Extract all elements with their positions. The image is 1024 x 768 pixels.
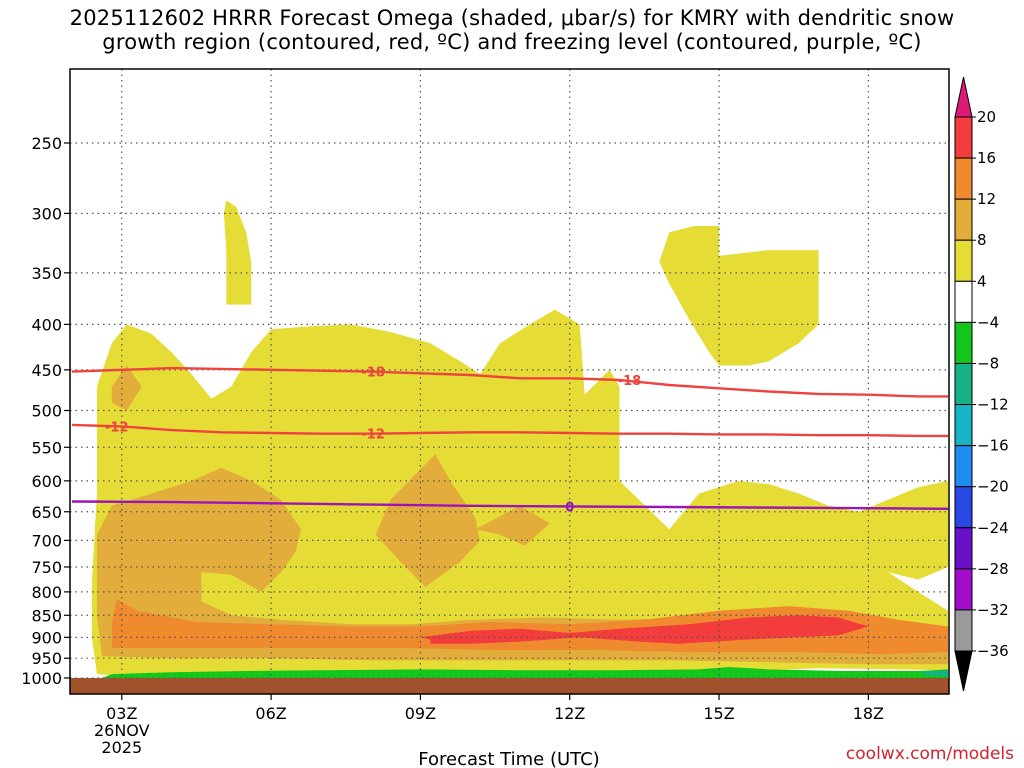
omega-region-11: [923, 670, 948, 677]
colorbar-bottom-triangle: [954, 650, 973, 692]
y-tick-label-700: 700: [31, 531, 62, 550]
colorbar-label-11: −28: [977, 560, 1009, 578]
x-tick-sublabel-0: 26NOV: [94, 721, 150, 740]
colorbar-segment-8: [954, 445, 973, 488]
colorbar-segment-11: [954, 568, 973, 611]
colorbar-top-triangle: [954, 76, 973, 118]
plot-frame: [69, 68, 950, 695]
colorbar-label-6: −8: [977, 354, 999, 372]
colorbar-segment-10: [954, 527, 973, 570]
contour-label-3: -12: [361, 428, 385, 443]
colorbar-label-13: −36: [977, 642, 1009, 660]
dendritic-contour--12: [71, 423, 948, 438]
colorbar-label-5: −4: [977, 313, 999, 331]
colorbar-label-0: 20: [977, 108, 996, 126]
omega-region-10: [101, 667, 948, 678]
dendritic-contour--18: [71, 366, 948, 398]
colorbar-label-2: 12: [977, 190, 996, 208]
colorbar-segment-4: [954, 280, 973, 323]
colorbar-label-3: 8: [977, 231, 987, 249]
omega-shading: [91, 200, 949, 678]
chart-title: 2025112602 HRRR Forecast Omega (shaded, …: [0, 6, 1024, 54]
omega-region-9: [417, 505, 431, 552]
x-tick-sublabel-1: 2025: [101, 738, 142, 757]
credit-text: coolwx.com/models: [845, 744, 1014, 764]
y-tick-label-1000: 1000: [21, 669, 62, 688]
y-tick-label-850: 850: [31, 606, 62, 625]
y-tick-label-900: 900: [31, 628, 62, 647]
y-tick-label-550: 550: [31, 438, 62, 457]
colorbar-label-7: −12: [977, 396, 1009, 414]
omega-region-8: [420, 615, 869, 644]
x-tick-label-12Z: 12Z: [554, 704, 585, 723]
contour-lines: -18 -18 -12 -12 0: [71, 366, 949, 515]
y-tick-label-450: 450: [31, 361, 62, 380]
y-tick-label-300: 300: [31, 204, 62, 223]
contour-label-0: -18: [361, 366, 385, 381]
colorbar-label-8: −16: [977, 437, 1009, 455]
colorbar-segment-9: [954, 486, 973, 529]
freezing-level-contour: [71, 500, 949, 510]
title-line-2: growth region (contoured, red, ºC) and f…: [102, 30, 922, 54]
y-tick-label-500: 500: [31, 402, 62, 421]
colorbar-legend: 20 16 12 8 4 −4 −8 −12 −16 −20 −24 −28 −32 −36: [954, 76, 1009, 692]
y-tick-label-650: 650: [31, 503, 62, 522]
colorbar-label-12: −32: [977, 601, 1009, 619]
contour-label-1: -18: [618, 374, 642, 389]
x-tick-label-15Z: 15Z: [703, 704, 734, 723]
x-tick-label-06Z: 06Z: [255, 704, 286, 723]
y-tick-label-400: 400: [31, 315, 62, 334]
y-tick-label-800: 800: [31, 583, 62, 602]
colorbar-segment-7: [954, 404, 973, 447]
colorbar-label-10: −24: [977, 519, 1009, 537]
colorbar-label-9: −20: [977, 478, 1009, 496]
y-axis: 250 300 350 400 450 500 550 600 650 700 750 800 850 9…: [21, 134, 70, 688]
y-tick-label-250: 250: [31, 134, 62, 153]
x-tick-label-09Z: 09Z: [405, 704, 436, 723]
omega-region-7: [111, 599, 949, 655]
colorbar-segment-12: [954, 609, 973, 652]
y-tick-label-750: 750: [31, 558, 62, 577]
x-axis-label: Forecast Time (UTC): [418, 749, 599, 768]
omega-region-1: [223, 200, 252, 305]
colorbar-segment-3: [954, 239, 973, 282]
omega-region-0: [91, 309, 948, 678]
colorbar-segment-5: [954, 321, 973, 364]
omega-region-2: [659, 226, 819, 366]
x-tick-label-18Z: 18Z: [853, 704, 884, 723]
y-tick-label-600: 600: [31, 472, 62, 491]
colorbar-segment-6: [954, 362, 973, 406]
colorbar-segment-2: [954, 198, 973, 241]
contour-label-2: -12: [105, 420, 129, 435]
surface-layer: [70, 678, 949, 694]
y-tick-label-350: 350: [31, 264, 62, 283]
contour-label-4: 0: [565, 500, 574, 515]
colorbar-label-1: 16: [977, 149, 996, 167]
surface-ground: [70, 678, 949, 694]
x-tick-label-03Z: 03Z: [106, 704, 137, 723]
y-tick-label-950: 950: [31, 649, 62, 668]
title-line-1: 2025112602 HRRR Forecast Omega (shaded, …: [69, 6, 955, 30]
colorbar-label-4: 4: [977, 272, 987, 290]
colorbar-segment-1: [954, 157, 973, 200]
omega-region-4: [111, 365, 142, 411]
colorbar-segment-0: [954, 116, 973, 159]
omega-region-6: [475, 505, 550, 546]
